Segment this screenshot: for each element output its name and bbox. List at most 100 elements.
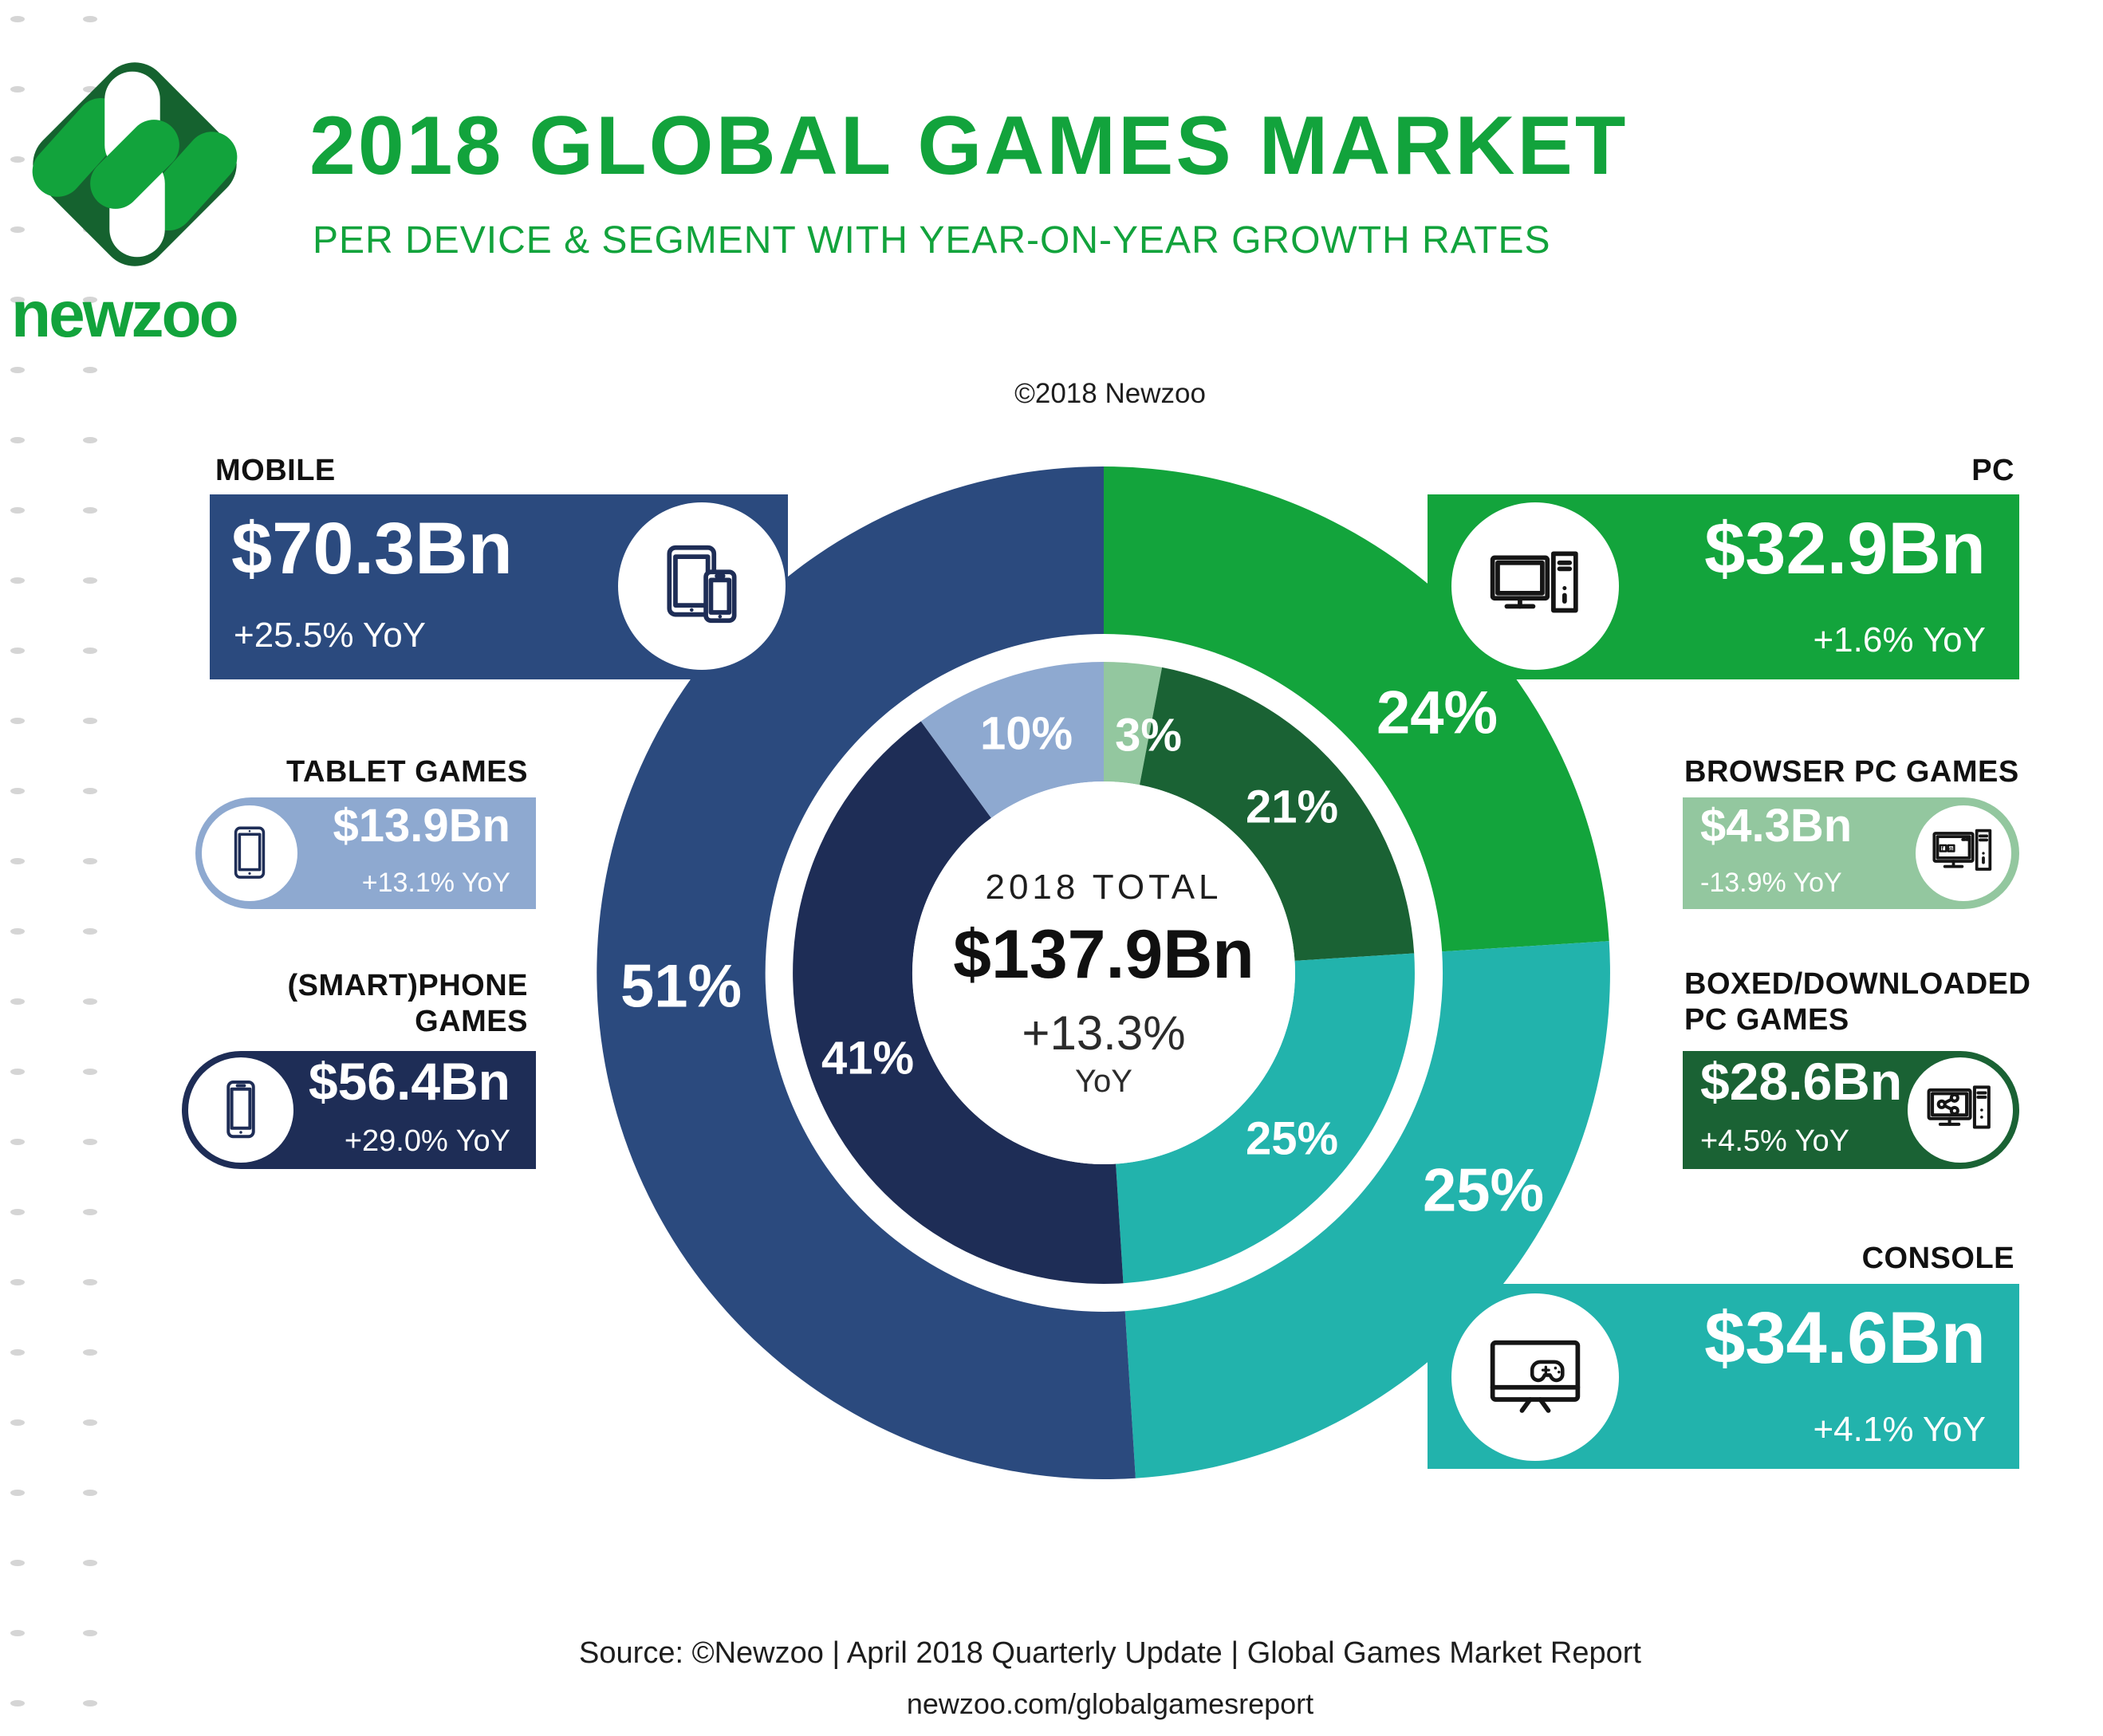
decorative-dot	[83, 1349, 97, 1356]
donut-segment-share-label: 51%	[620, 953, 742, 1021]
decorative-dot	[83, 577, 97, 584]
donut-segment-share-label: 21%	[1246, 781, 1338, 833]
decorative-dot	[83, 1139, 97, 1145]
smartphone-icon	[226, 1081, 255, 1139]
decorative-dot	[83, 1419, 97, 1426]
decorative-dot	[10, 1279, 25, 1285]
center-growth-unit: YoY	[1075, 1064, 1132, 1099]
decorative-dot	[10, 16, 25, 22]
decorative-dot	[83, 1560, 97, 1566]
decorative-dot	[10, 86, 25, 93]
decorative-dot	[10, 437, 25, 443]
card-tablet-value: $13.9Bn	[333, 800, 510, 852]
decorative-dot	[10, 1349, 25, 1356]
decorative-dot	[10, 156, 25, 163]
decorative-dot	[10, 297, 25, 303]
card-boxed-pc-growth: +4.5% YoY	[1700, 1124, 1850, 1158]
card-smartphone-value: $56.4Bn	[308, 1052, 510, 1111]
newzoo-logo-icon	[32, 62, 238, 266]
decorative-dot	[83, 297, 97, 303]
card-pc-icon-circle	[1451, 502, 1619, 670]
decorative-dot	[10, 1630, 25, 1636]
copyright-note: ©2018 Newzoo	[1014, 378, 1206, 409]
donut-segment-share-label: 24%	[1376, 679, 1498, 747]
card-tablet-icon-circle	[202, 805, 297, 901]
card-mobile-icon-circle	[618, 502, 786, 670]
card-browser-pc-icon-circle: f g	[1916, 805, 2011, 901]
brand-wordmark: newzoo	[11, 278, 239, 351]
decorative-dot	[10, 858, 25, 864]
tablet-phone-icon	[667, 545, 737, 624]
browser-pc-icon: f g	[1932, 829, 1992, 871]
decorative-dot	[83, 367, 97, 373]
decorative-dot	[10, 226, 25, 233]
tablet-icon	[234, 826, 266, 879]
page-subtitle: PER DEVICE & SEGMENT WITH YEAR-ON-YEAR G…	[313, 219, 1551, 262]
card-pc-value: $32.9Bn	[1704, 508, 1986, 589]
donut-segment-device-mobile	[597, 466, 1136, 1479]
card-boxed-pc-icon-circle	[1908, 1057, 2013, 1163]
share-pc-icon	[1927, 1085, 1991, 1129]
card-browser-pc-growth: -13.9% YoY	[1700, 868, 1842, 898]
card-mobile-label: MOBILE	[215, 454, 336, 487]
donut-segment-share-label: 25%	[1423, 1157, 1544, 1225]
donut-segment-segment-tablet-games	[920, 662, 1104, 818]
card-console-icon-circle	[1451, 1293, 1619, 1461]
donut-segment-share-label: 10%	[980, 708, 1073, 760]
decorative-dot	[10, 718, 25, 724]
decorative-dot	[83, 1700, 97, 1706]
card-smartphone-growth: +29.0% YoY	[344, 1124, 510, 1158]
decorative-dot	[10, 1139, 25, 1145]
decorative-dot	[10, 1560, 25, 1566]
decorative-dot	[83, 1490, 97, 1496]
footer-url: newzoo.com/globalgamesreport	[906, 1687, 1314, 1720]
footer-source-text: Source: ©Newzoo | April 2018 Quarterly U…	[579, 1636, 1641, 1670]
decorative-dot	[83, 1630, 97, 1636]
card-browser-pc-value: $4.3Bn	[1700, 800, 1853, 852]
card-console-growth: +4.1% YoY	[1813, 1410, 1986, 1449]
svg-text:f: f	[1942, 845, 1944, 852]
donut-segment-segment-boxed-downloaded-pc-games	[1140, 667, 1415, 961]
card-pc-growth: +1.6% YoY	[1813, 620, 1986, 659]
decorative-dot	[10, 1490, 25, 1496]
card-mobile-growth: +25.5% YoY	[234, 616, 427, 655]
decorative-dot	[10, 577, 25, 584]
decorative-dot	[83, 1279, 97, 1285]
decorative-dot	[83, 16, 97, 22]
decorative-dot	[83, 998, 97, 1005]
svg-text:g: g	[1949, 845, 1953, 852]
decorative-dot	[10, 1700, 25, 1706]
decorative-dot	[83, 718, 97, 724]
decorative-dot	[83, 928, 97, 935]
card-browser-pc-label: BROWSER PC GAMES	[1684, 755, 2019, 789]
page-title: 2018 GLOBAL GAMES MARKET	[309, 100, 1628, 192]
decorative-dot	[10, 788, 25, 794]
card-smartphone-label: (SMART)PHONE GAMES	[287, 969, 528, 1038]
decorative-dot	[10, 1209, 25, 1215]
card-console-label: CONSOLE	[1861, 1242, 2014, 1275]
card-console-value: $34.6Bn	[1704, 1297, 1986, 1379]
decorative-dot	[10, 998, 25, 1005]
decorative-dot	[83, 1069, 97, 1075]
card-smartphone-icon-circle	[188, 1057, 293, 1163]
card-pc-label: PC	[1971, 454, 2014, 487]
decorative-dot	[83, 648, 97, 654]
donut-segment-segment-browser-pc-games	[1104, 662, 1163, 785]
donut-segment-device-pc	[1104, 466, 1609, 952]
donut-segment-share-label: 41%	[821, 1033, 914, 1085]
center-growth-value: +13.3%	[1022, 1006, 1186, 1060]
decorative-dot	[83, 1209, 97, 1215]
card-boxed-pc-label: BOXED/DOWNLOADED PC GAMES	[1684, 967, 2031, 1037]
desktop-pc-icon	[1490, 551, 1578, 613]
donut-segment-device-console	[1124, 941, 1610, 1478]
donut-segment-share-label: 3%	[1115, 710, 1182, 762]
card-tablet-growth: +13.1% YoY	[361, 868, 510, 898]
donut-segment-segment--smart-phone-games	[793, 721, 1124, 1284]
donut-segment-share-label: 25%	[1246, 1113, 1338, 1165]
decorative-dot	[10, 1419, 25, 1426]
decorative-dot	[10, 648, 25, 654]
card-boxed-pc-value: $28.6Bn	[1700, 1052, 1903, 1111]
donut-segment-segment-console	[1116, 953, 1415, 1284]
decorative-dot	[83, 437, 97, 443]
